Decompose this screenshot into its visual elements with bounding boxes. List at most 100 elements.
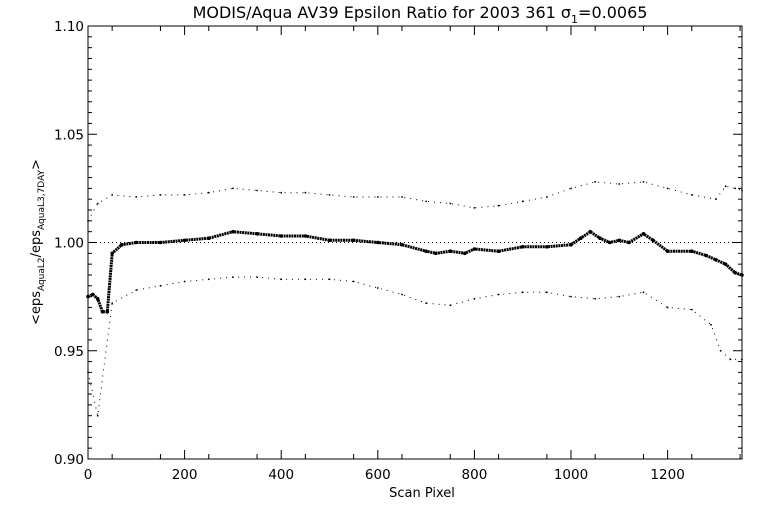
upper-data-point [618, 183, 621, 185]
lower-data-point [135, 289, 138, 291]
upper-data-point [724, 185, 727, 188]
upper-data-point [546, 196, 548, 198]
upper-data-point [425, 200, 427, 203]
upper-data-point [111, 194, 114, 196]
lower-data-point [690, 308, 693, 311]
upper-data-point [135, 196, 138, 198]
mean-data-point [690, 249, 694, 253]
upper-data-point [256, 189, 258, 192]
x-tick-label: 0 [84, 467, 93, 483]
mean-data-point [740, 273, 744, 277]
ylabel-sub2: AquaL3,7DAY [37, 169, 47, 229]
lower-data-point [449, 304, 452, 307]
upper-data-point [449, 202, 452, 205]
upper-data-point [741, 189, 743, 192]
mean-data-point [598, 236, 602, 240]
mean-ratio-series [87, 229, 743, 314]
lower-data-point [546, 291, 548, 294]
upper-data-point [521, 200, 524, 203]
mean-data-point [86, 294, 90, 299]
mean-data-point [733, 271, 737, 275]
ylabel-suffix: > [29, 159, 44, 170]
lower-data-point [352, 280, 355, 283]
mean-data-point [400, 242, 404, 247]
lower-data-point [666, 306, 669, 309]
upper-data-point [570, 187, 572, 190]
upper-data-point [715, 198, 717, 201]
mean-data-point [231, 229, 235, 234]
upper-data-point [87, 220, 89, 222]
y-axis-label: <epsAquaL2/epsAquaL3,7DAY> [29, 159, 47, 325]
mean-data-point [182, 238, 187, 243]
mean-data-point [463, 251, 467, 256]
mean-data-point [704, 253, 709, 258]
mean-data-point [448, 249, 453, 253]
mean-data-point [545, 245, 549, 249]
mean-data-point [91, 292, 95, 297]
upper-data-point [183, 194, 186, 196]
upper-data-point [497, 204, 500, 207]
mean-data-point [110, 251, 114, 256]
lower-data-point [96, 414, 99, 417]
upper-data-point [352, 196, 355, 198]
mean-data-point [327, 238, 332, 243]
mean-data-point [627, 240, 631, 245]
mean-data-point [105, 310, 110, 314]
chart-title: MODIS/Aqua AV39 Epsilon Ratio for 2003 3… [193, 3, 648, 26]
mean-data-point [588, 229, 593, 234]
mean-data-point [578, 236, 583, 240]
lower-data-point [183, 280, 186, 283]
mean-data-point [279, 234, 284, 238]
chart-title-subscript: 1 [571, 13, 578, 26]
lower-data-point [570, 295, 572, 298]
x-tick-label: 800 [462, 467, 488, 483]
upper-data-point [96, 202, 99, 205]
lower-data-point [425, 302, 427, 304]
upper-data-point [666, 187, 669, 190]
upper-data-point [376, 196, 379, 198]
mean-data-point [120, 242, 124, 247]
mean-data-point [134, 240, 139, 245]
x-tick-label: 1200 [650, 467, 684, 483]
upper-data-point [159, 194, 162, 196]
mean-data-point [665, 249, 670, 253]
mean-data-point [100, 310, 105, 314]
ylabel-mid: /eps [29, 230, 44, 258]
lower-data-point [87, 371, 89, 374]
mean-data-point [641, 232, 646, 236]
mean-data-point [496, 249, 501, 253]
y-tick-label: 1.10 [54, 19, 84, 35]
chart-title-text: MODIS/Aqua AV39 Epsilon Ratio for 2003 3… [193, 3, 571, 22]
x-tick-label: 600 [365, 467, 391, 483]
lower-data-point [710, 323, 712, 326]
mean-data-point [95, 297, 100, 301]
y-tick-label: 1.05 [54, 127, 84, 143]
lower-data-point [207, 278, 210, 281]
y-tick-label: 0.90 [54, 452, 84, 468]
lower-data-point [741, 358, 743, 361]
upper-data-point [207, 191, 210, 194]
upper-data-point [304, 191, 307, 194]
lower-data-point [497, 293, 500, 296]
mean-data-point [617, 238, 622, 243]
lower-data-point [642, 291, 645, 294]
chart-title-value: =0.0065 [578, 3, 647, 22]
ylabel-sub1: AquaL2 [37, 257, 47, 291]
y-tick-label: 1.00 [54, 236, 84, 252]
lower-data-point [376, 287, 379, 289]
y-tick-label: 0.95 [54, 344, 84, 360]
lower-bound-series [87, 276, 742, 416]
upper-data-point [734, 187, 737, 190]
lower-data-point [232, 276, 234, 278]
mean-data-point [424, 249, 428, 253]
lower-data-point [401, 293, 403, 296]
upper-data-point [401, 196, 403, 198]
x-axis-label: Scan Pixel [389, 486, 455, 501]
mean-data-point [569, 242, 573, 247]
ylabel-prefix: <eps [29, 291, 44, 325]
mean-data-point [255, 232, 259, 236]
mean-data-point [723, 262, 728, 267]
mean-data-point [520, 245, 525, 249]
mean-data-point [376, 240, 380, 245]
